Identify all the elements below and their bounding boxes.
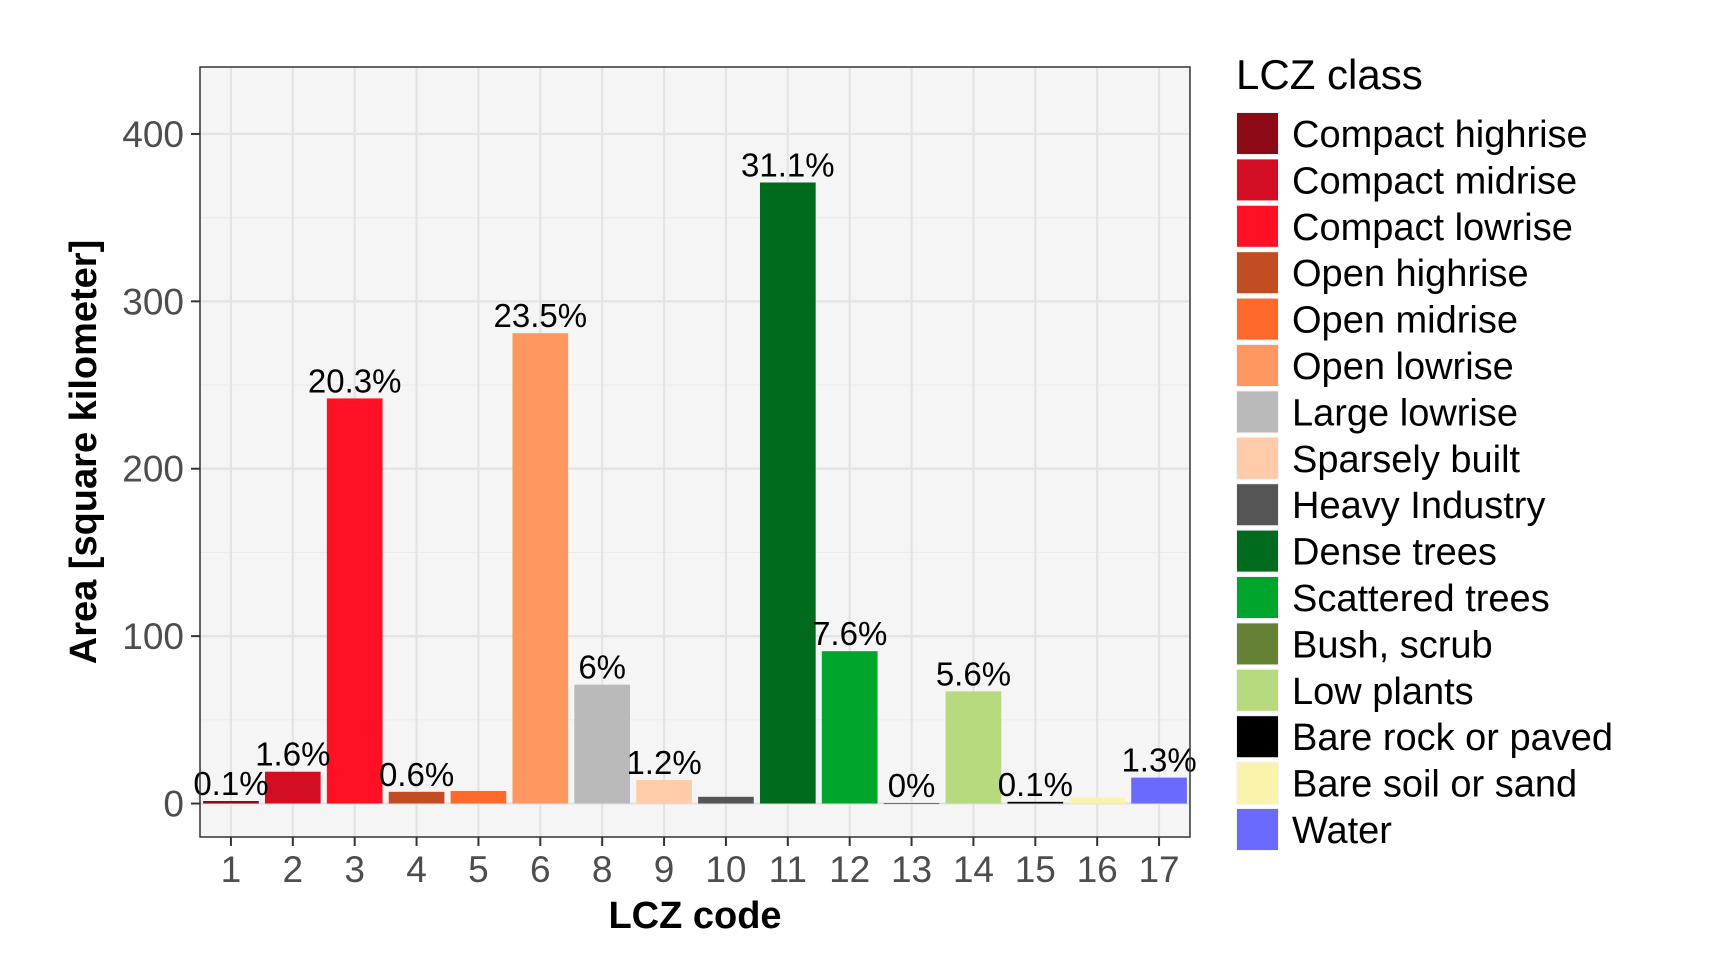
legend-swatch xyxy=(1237,577,1278,618)
x-tick-label: 15 xyxy=(1015,849,1056,890)
legend-label: Heavy Industry xyxy=(1292,485,1545,527)
bar-3 xyxy=(326,398,383,804)
x-tick-label: 9 xyxy=(654,849,675,890)
legend-label: Low plants xyxy=(1292,671,1474,713)
legend-swatch xyxy=(1237,669,1278,711)
bar-label-15: 0.1% xyxy=(998,766,1073,803)
x-tick-label: 3 xyxy=(344,849,365,890)
x-tick-label: 10 xyxy=(705,849,746,890)
legend-swatch xyxy=(1237,298,1278,340)
x-tick-label: 13 xyxy=(891,849,932,890)
x-tick-label: 5 xyxy=(468,849,489,890)
y-tick-label: 300 xyxy=(122,281,184,322)
legend-label: Scattered trees xyxy=(1292,578,1550,620)
bar-label-13: 0% xyxy=(888,767,936,804)
bar-17 xyxy=(1131,777,1187,804)
legend-swatch xyxy=(1237,809,1278,850)
legend-label: Bush, scrub xyxy=(1292,624,1493,666)
bar-10 xyxy=(698,796,754,804)
legend-label: Open highrise xyxy=(1292,253,1529,295)
x-tick-label: 8 xyxy=(592,849,613,890)
y-tick-label: 200 xyxy=(122,449,184,490)
bar-1 xyxy=(203,801,259,804)
legend-swatch xyxy=(1237,530,1278,572)
legend-label: Compact lowrise xyxy=(1292,207,1573,249)
bar-label-6: 23.5% xyxy=(494,297,588,334)
y-tick-label: 400 xyxy=(122,114,184,155)
x-tick-label: 4 xyxy=(406,849,427,890)
x-axis-title: LCZ code xyxy=(608,895,781,937)
legend-label: Dense trees xyxy=(1292,532,1497,574)
bar-8 xyxy=(574,684,631,804)
legend-swatch xyxy=(1237,252,1278,294)
legend-label: Sparsely built xyxy=(1292,439,1521,481)
bar-label-17: 1.3% xyxy=(1121,742,1196,779)
legend-swatch xyxy=(1237,623,1278,665)
panel-border xyxy=(199,66,1191,838)
x-tick-label: 17 xyxy=(1138,849,1179,890)
legend-swatch xyxy=(1237,159,1278,201)
bar-label-2: 1.6% xyxy=(255,736,330,773)
legend-label: Open lowrise xyxy=(1292,346,1514,388)
y-axis: 0 100 200 300 400 xyxy=(122,114,200,825)
legend-swatch xyxy=(1237,113,1278,154)
x-tick-label: 16 xyxy=(1077,849,1118,890)
bar-5 xyxy=(450,790,507,804)
bar-label-8: 6% xyxy=(578,649,626,686)
bar-2 xyxy=(264,771,321,804)
bar-6 xyxy=(512,333,569,804)
bar-11 xyxy=(759,182,816,804)
bar-label-14: 5.6% xyxy=(936,655,1011,692)
legend-label: Water xyxy=(1292,810,1392,852)
bar-label-11: 31.1% xyxy=(741,147,835,184)
legend-label: Open midrise xyxy=(1292,300,1518,342)
x-axis: 1 2 3 4 5 6 8 9 10 11 12 13 14 15 16 17 xyxy=(221,837,1180,890)
bar-12 xyxy=(821,651,878,804)
legend-swatch xyxy=(1237,437,1278,479)
legend-label: Compact midrise xyxy=(1292,160,1577,202)
x-tick-label: 12 xyxy=(829,849,870,890)
bar-labels-group: 0.1%1.6%20.3%0.6%23.5%6%1.2%31.1%7.6%0%5… xyxy=(193,147,1196,805)
legend-swatch xyxy=(1237,762,1278,804)
legend-label: Bare rock or paved xyxy=(1292,717,1613,759)
x-tick-label: 6 xyxy=(530,849,551,890)
x-tick-label: 11 xyxy=(769,849,807,890)
bar-15 xyxy=(1007,801,1064,804)
bar-label-9: 1.2% xyxy=(626,744,701,781)
bar-4 xyxy=(388,791,445,804)
bar-label-12: 7.6% xyxy=(812,615,887,652)
legend-label: Large lowrise xyxy=(1292,392,1518,434)
y-tick-label: 0 xyxy=(163,784,184,825)
legend-label: Compact highrise xyxy=(1292,114,1588,156)
x-tick-label: 14 xyxy=(953,849,994,890)
bar-13 xyxy=(883,803,940,805)
bar-16 xyxy=(1069,797,1126,804)
bar-label-4: 0.6% xyxy=(379,756,454,793)
x-tick-label: 1 xyxy=(221,849,242,890)
bar-label-3: 20.3% xyxy=(308,362,402,399)
y-axis-title: Area [square kilometer] xyxy=(63,240,105,665)
bars-group xyxy=(203,182,1187,805)
bar-9 xyxy=(636,780,692,804)
legend-swatch xyxy=(1237,484,1278,526)
legend-label: Bare soil or sand xyxy=(1292,764,1577,806)
y-tick-label: 100 xyxy=(122,616,184,657)
legend-swatch xyxy=(1237,205,1278,247)
legend-swatch xyxy=(1237,716,1278,758)
bar-14 xyxy=(945,691,1002,804)
x-tick-label: 2 xyxy=(283,849,304,890)
legend-swatch xyxy=(1237,391,1278,433)
bar-label-1: 0.1% xyxy=(193,765,268,802)
legend-title: LCZ class xyxy=(1236,51,1423,98)
legend-swatch xyxy=(1237,345,1278,386)
